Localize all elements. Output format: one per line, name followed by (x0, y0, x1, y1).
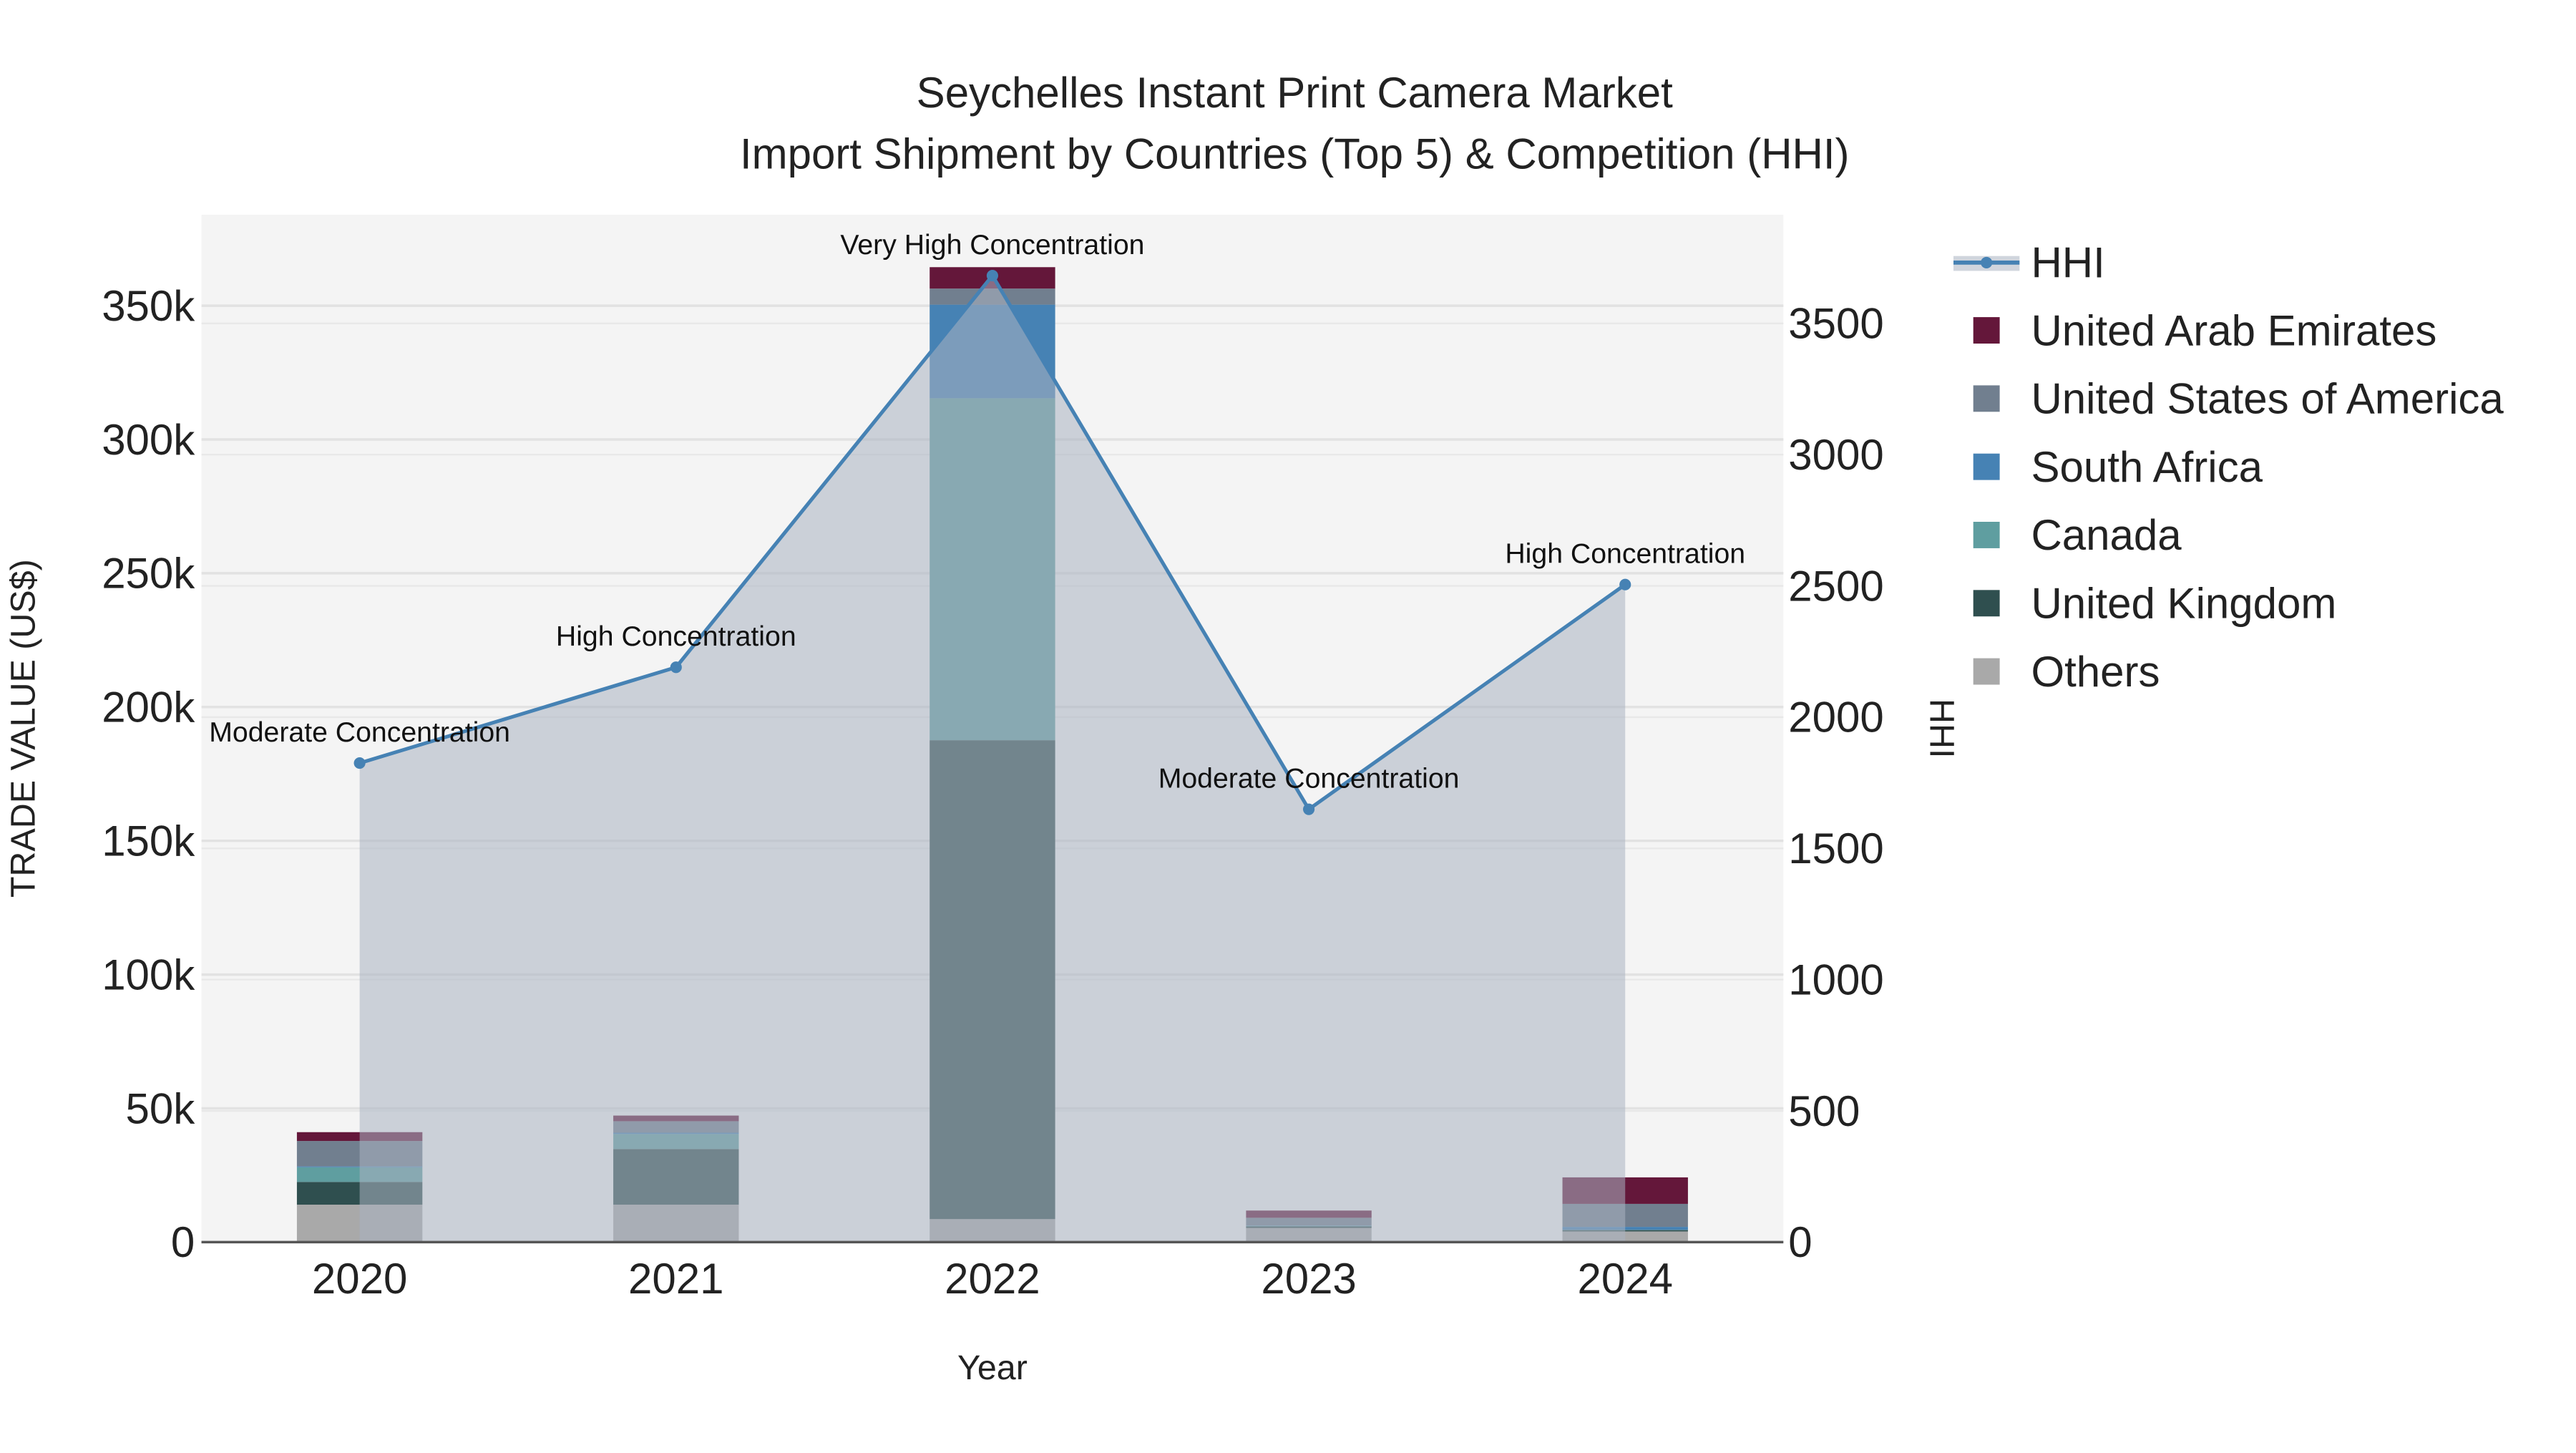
x-tick-label: 2022 (945, 1255, 1040, 1303)
y-tick-label: 0 (171, 1218, 195, 1266)
x-tick-label: 2024 (1577, 1255, 1672, 1303)
y2-tick-label: 1000 (1788, 956, 1883, 1004)
y2-tick-label: 1500 (1788, 825, 1883, 873)
y2-tick-label: 2500 (1788, 562, 1883, 610)
hhi-point (354, 757, 366, 769)
y-tick-label: 100k (102, 951, 195, 998)
legend-label: United Arab Emirates (2031, 306, 2436, 354)
legend-label: South Africa (2031, 443, 2263, 491)
y-tick-label: 350k (102, 282, 195, 330)
y-tick-label: 150k (102, 817, 195, 865)
hhi-point (670, 661, 682, 673)
x-tick-label: 2021 (628, 1255, 723, 1303)
legend-swatch (1974, 317, 2000, 344)
legend-swatch (1974, 659, 2000, 685)
y2-tick-label: 3500 (1788, 300, 1883, 348)
legend-hhi-marker (1981, 257, 1992, 268)
chart-subtitle: Import Shipment by Countries (Top 5) & C… (740, 130, 1850, 178)
legend-swatch (1974, 385, 2000, 412)
y-tick-label: 50k (126, 1084, 196, 1132)
y2-tick-label: 3000 (1788, 431, 1883, 479)
y2-tick-label: 500 (1788, 1087, 1860, 1135)
legend-swatch (1974, 590, 2000, 616)
legend-label-hhi: HHI (2031, 239, 2104, 287)
y2-tick-label: 0 (1788, 1218, 1812, 1266)
hhi-annotation: High Concentration (556, 621, 796, 652)
hhi-point (987, 270, 998, 281)
y-tick-label: 300k (102, 416, 195, 464)
legend: HHI United Arab Emirates United States of … (1953, 239, 2504, 696)
x-tick-label: 2023 (1261, 1255, 1356, 1303)
legend-swatch (1974, 454, 2000, 480)
hhi-point (1303, 804, 1314, 815)
hhi-annotation: Very High Concentration (840, 229, 1144, 261)
legend-label: Others (2031, 648, 2160, 696)
y2-tick-label: 2000 (1788, 694, 1883, 742)
y-axis-title: TRADE VALUE (US$) (4, 559, 42, 898)
y-tick-label: 200k (102, 684, 195, 732)
legend-label: United Kingdom (2031, 580, 2336, 628)
hhi-annotation: High Concentration (1505, 538, 1745, 570)
hhi-annotation: Moderate Concentration (209, 716, 510, 748)
legend-label: United States of America (2031, 375, 2504, 423)
hhi-point (1619, 579, 1631, 591)
x-tick-label: 2020 (312, 1255, 407, 1303)
hhi-annotation: Moderate Concentration (1158, 763, 1460, 794)
legend-label: Canada (2031, 511, 2182, 559)
legend-swatch (1974, 522, 2000, 548)
chart-title: Seychelles Instant Print Camera Market (917, 69, 1673, 117)
x-axis-title: Year (957, 1348, 1028, 1387)
y2-axis-title: HHI (1923, 699, 1961, 758)
y-tick-label: 250k (102, 550, 195, 598)
